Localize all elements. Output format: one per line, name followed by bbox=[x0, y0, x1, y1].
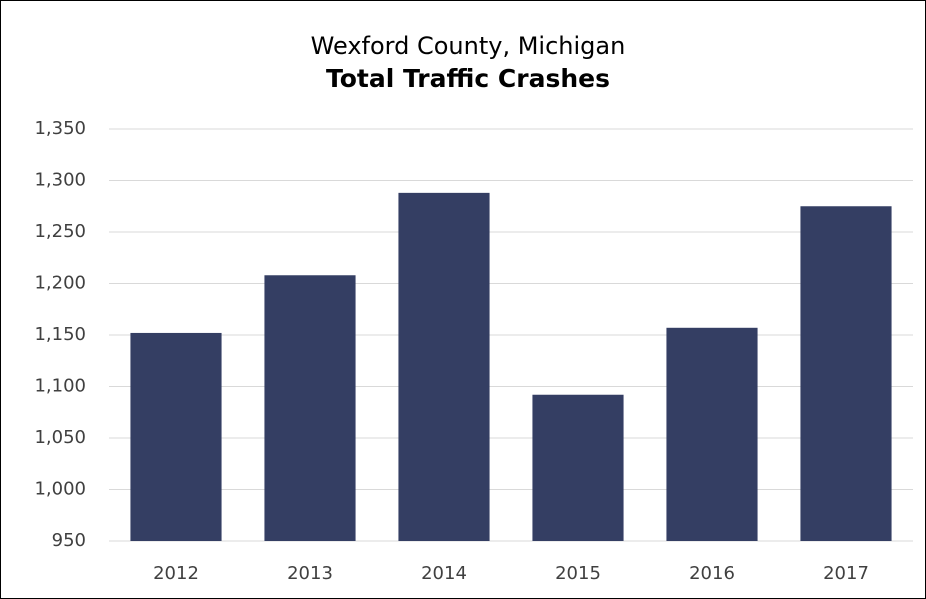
y-tick-label: 1,350 bbox=[34, 118, 86, 139]
y-tick-label: 1,050 bbox=[34, 427, 86, 448]
bar bbox=[666, 327, 758, 541]
y-tick-label: 1,300 bbox=[34, 170, 86, 191]
y-tick-label: 1,100 bbox=[34, 376, 86, 397]
y-tick-label: 1,250 bbox=[34, 221, 86, 242]
chart-subtitle: Wexford County, Michigan bbox=[311, 32, 626, 60]
y-tick-label: 1,150 bbox=[34, 324, 86, 345]
y-tick-label: 1,200 bbox=[34, 273, 86, 294]
y-tick-label: 1,000 bbox=[34, 479, 86, 500]
chart-title: Total Traffic Crashes bbox=[326, 64, 610, 93]
x-tick-label: 2015 bbox=[555, 563, 601, 584]
x-tick-label: 2017 bbox=[823, 563, 869, 584]
bar bbox=[264, 275, 356, 541]
x-tick-label: 2012 bbox=[153, 563, 199, 584]
x-tick-label: 2013 bbox=[287, 563, 333, 584]
bar bbox=[800, 206, 892, 541]
bar bbox=[398, 192, 490, 542]
bar bbox=[532, 394, 624, 541]
bar bbox=[130, 332, 222, 541]
y-tick-label: 950 bbox=[52, 530, 86, 551]
x-tick-label: 2014 bbox=[421, 563, 467, 584]
x-tick-label: 2016 bbox=[689, 563, 735, 584]
